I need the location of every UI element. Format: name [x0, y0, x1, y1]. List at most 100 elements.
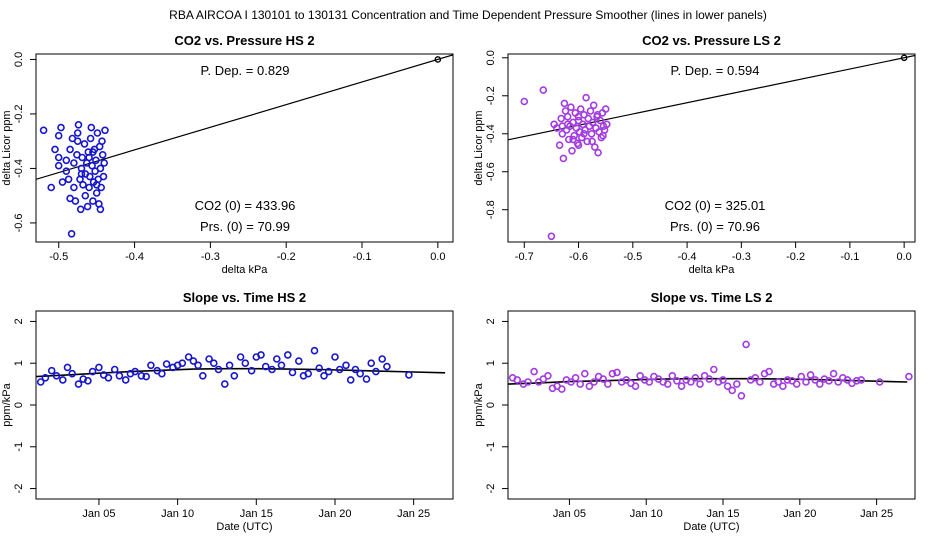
y-tick-label: -0.6: [485, 162, 497, 181]
data-layer: [508, 340, 913, 400]
x-tick-label: Jan 05: [553, 508, 586, 520]
data-point: [774, 378, 783, 386]
data-point: [257, 351, 265, 359]
x-tick-label: Jan 15: [707, 508, 740, 520]
data-point: [147, 361, 155, 370]
data-point: [570, 131, 579, 140]
data-point: [104, 373, 113, 382]
data-point: [230, 371, 239, 380]
data-point: [875, 378, 884, 386]
data-point: [574, 141, 583, 149]
data-point: [54, 161, 63, 170]
data-point: [66, 194, 74, 203]
data-point: [792, 380, 801, 388]
x-tick-label: Jan 05: [82, 508, 115, 520]
data-point: [756, 378, 764, 386]
data-point: [320, 371, 328, 380]
x-tick-label: -0.2: [277, 251, 296, 263]
data-point: [585, 382, 594, 391]
data-point: [63, 363, 72, 372]
data-point: [557, 114, 566, 123]
data-point: [539, 86, 548, 94]
data-point: [162, 360, 171, 368]
panel-p2: CO2 vs. Pressure LS 2 -0.7 -0.6 -0.5 -0.4 -0.…: [473, 33, 916, 276]
data-point: [86, 134, 95, 143]
data-point: [569, 135, 577, 144]
data-point: [524, 378, 532, 386]
data-point: [857, 376, 866, 384]
data-point: [613, 368, 621, 377]
y-tick-label: -0.4: [13, 159, 25, 178]
x-tick-label: -0.3: [201, 251, 220, 263]
data-point: [686, 378, 695, 386]
data-point: [568, 147, 576, 155]
data-point: [362, 375, 371, 383]
data-point: [825, 376, 833, 385]
y-axis-label: delta Licor ppm: [1, 110, 13, 185]
data-point: [101, 126, 109, 135]
data-point: [288, 368, 297, 377]
data-point: [67, 230, 76, 238]
data-point: [178, 359, 187, 368]
data-point: [110, 365, 119, 374]
y-tick-label: -0.2: [485, 86, 497, 105]
smoother-line: [36, 367, 446, 378]
data-point: [83, 202, 92, 211]
annotation-p-dep: P. Dep. = 0.594: [670, 63, 759, 78]
x-tick-label: Jan 10: [161, 508, 194, 520]
y-tick-label: -0.2: [13, 104, 25, 123]
plot-frame: [507, 53, 916, 243]
data-point: [62, 156, 71, 165]
data-point: [81, 191, 90, 200]
data-point: [73, 129, 82, 137]
data-point: [544, 371, 552, 380]
data-point: [189, 357, 198, 365]
data-point: [367, 359, 376, 368]
data-point: [601, 105, 610, 113]
data-point: [57, 123, 65, 132]
data-point: [294, 357, 303, 365]
data-point: [806, 371, 815, 379]
data-point: [574, 112, 583, 121]
data-point: [66, 145, 74, 154]
data-point: [84, 376, 92, 385]
data-point: [52, 371, 61, 380]
data-point: [905, 372, 913, 381]
data-point: [214, 365, 223, 374]
x-axis-label: Date (UTC): [216, 521, 272, 533]
data-point: [560, 99, 569, 108]
data-point: [372, 367, 380, 376]
data-point: [74, 380, 83, 388]
data-point: [184, 353, 193, 361]
data-point: [574, 116, 583, 125]
x-tick-label: -0.1: [353, 251, 372, 263]
data-point: [68, 369, 76, 378]
x-tick-label: Jan 15: [240, 508, 273, 520]
panel-title: Slope vs. Time LS 2: [651, 290, 773, 305]
data-point: [594, 148, 602, 157]
y-tick-label: 2: [13, 318, 25, 324]
data-point: [304, 369, 313, 378]
annotation-co2-zero: CO2 (0) = 433.96: [195, 198, 296, 213]
data-point: [673, 376, 681, 385]
x-tick-label: Jan 25: [397, 508, 430, 520]
data-point: [602, 120, 611, 129]
data-point: [79, 181, 87, 189]
y-tick-label: -0.6: [13, 213, 25, 232]
y-tick-label: -2: [13, 484, 25, 494]
y-tick-label: 1: [13, 360, 25, 366]
data-point: [520, 97, 529, 106]
data-point: [732, 380, 741, 388]
data-point: [737, 391, 746, 400]
data-point: [719, 376, 727, 384]
data-point: [54, 153, 63, 162]
data-point: [723, 382, 732, 391]
data-point: [225, 361, 234, 370]
data-point: [590, 378, 598, 386]
data-point: [589, 101, 598, 110]
data-point: [98, 151, 107, 159]
data-point: [76, 205, 85, 214]
data-point: [834, 378, 843, 386]
data-point: [567, 103, 575, 111]
data-point: [95, 363, 103, 372]
